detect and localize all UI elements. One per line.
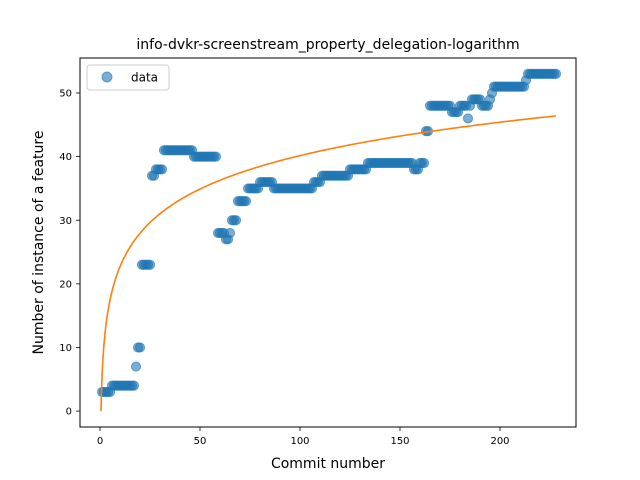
- y-tick-label: 10: [59, 343, 72, 354]
- y-tick-label: 40: [59, 152, 72, 163]
- data-point: [230, 215, 242, 226]
- data-point: [130, 361, 142, 372]
- data-point: [240, 196, 252, 207]
- x-axis-label: Commit number: [271, 456, 385, 472]
- axes-frame: [79, 57, 577, 428]
- x-tick-label: 0: [97, 436, 103, 447]
- data-point: [224, 227, 236, 239]
- data-point: [134, 342, 146, 353]
- data-point: [550, 68, 562, 80]
- chart-title: info-dvkr-screenstream_property_delegati…: [136, 37, 519, 53]
- legend-label: data: [131, 71, 158, 85]
- x-tick-label: 50: [194, 436, 207, 447]
- y-tick-label: 30: [59, 216, 72, 227]
- data-point: [144, 259, 156, 270]
- legend-box: [86, 64, 170, 91]
- data-point: [128, 380, 140, 391]
- y-tick-label: 50: [59, 89, 72, 100]
- data-point: [418, 157, 430, 169]
- y-tick-label: 20: [59, 279, 72, 290]
- data-point: [210, 151, 222, 162]
- legend: data: [86, 64, 170, 91]
- x-tick-label: 100: [290, 436, 309, 447]
- x-tick-label: 150: [390, 436, 409, 447]
- x-tick-label: 200: [490, 436, 509, 447]
- y-tick-label: 0: [66, 407, 72, 418]
- y-axis: 0 10 20 30 40 50: [59, 89, 80, 418]
- fit-line: [100, 115, 557, 412]
- data-point: [156, 164, 168, 175]
- plot-area: [96, 68, 562, 412]
- legend-marker: [101, 71, 113, 83]
- y-axis-label: Number of instance of a feature: [31, 131, 47, 355]
- x-axis: 0 50 100 150 200: [97, 427, 510, 447]
- data-point: [462, 113, 474, 124]
